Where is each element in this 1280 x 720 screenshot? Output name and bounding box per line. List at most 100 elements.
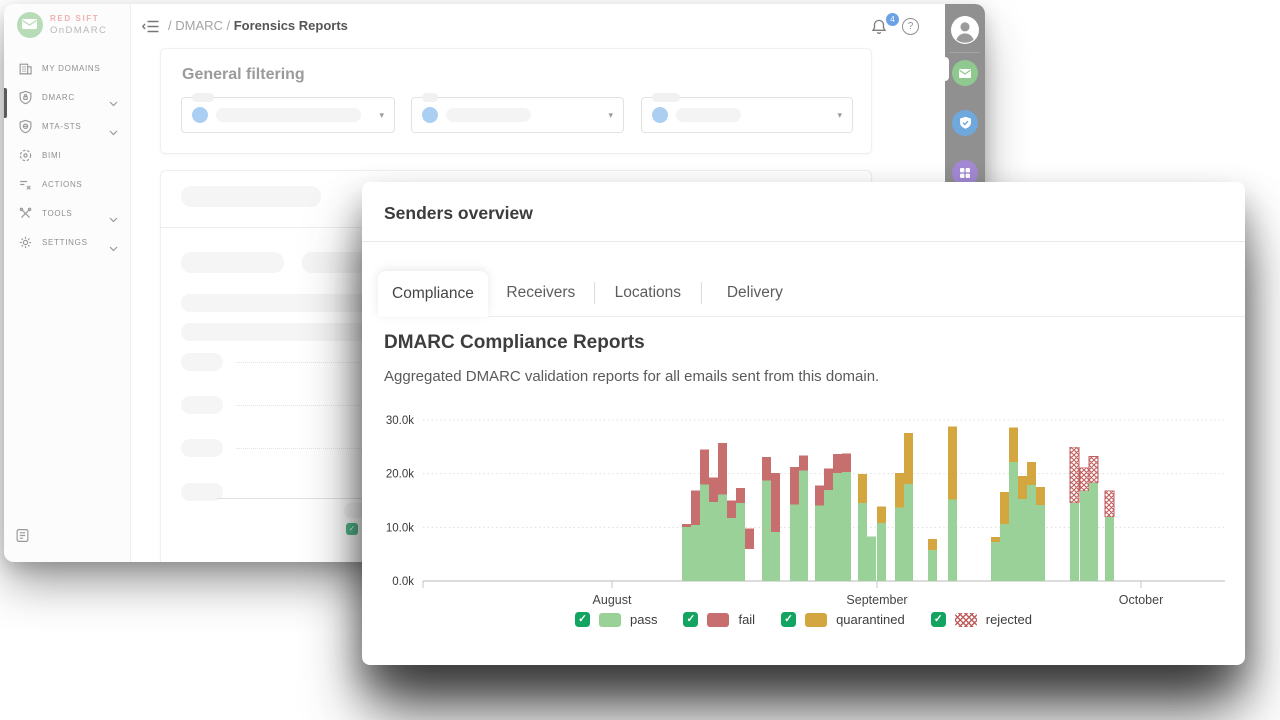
sidebar-collapse-icon[interactable] <box>141 20 159 38</box>
sidebar-item-mta-sts[interactable]: MTA-STS <box>4 112 130 141</box>
skeleton-label <box>652 93 680 102</box>
skeleton-cell <box>181 353 223 371</box>
sidebar-item-settings[interactable]: SETTINGS <box>4 228 130 257</box>
bar-segment-fail <box>833 453 842 474</box>
bar-segment-fail <box>727 500 736 519</box>
bar-segment-fail <box>745 528 754 549</box>
legend-item-quarantined: ✓ quarantined <box>781 612 905 627</box>
bar-segment-quarantined <box>1027 461 1036 485</box>
legend-item-fail: ✓ fail <box>683 612 755 627</box>
tab-separator <box>700 282 702 304</box>
sidebar-item-dmarc[interactable]: DMARC <box>4 83 130 112</box>
svg-text:August: August <box>593 593 632 607</box>
bar-segment-pass <box>709 502 718 581</box>
badge-icon <box>18 148 33 163</box>
bar-segment-pass <box>762 480 771 581</box>
sidebar-item-label: TOOLS <box>42 209 73 218</box>
bar-segment-fail <box>790 467 799 505</box>
bar-segment-pass <box>736 503 745 581</box>
bar-segment-quarantined <box>991 536 1000 542</box>
brand-bottom: OnDMARC <box>50 25 108 36</box>
chart-subtitle: Aggregated DMARC validation reports for … <box>384 368 880 385</box>
svg-text:0.0k: 0.0k <box>392 576 414 588</box>
tab-compliance[interactable]: Compliance <box>378 271 488 317</box>
bar-segment-quarantined <box>904 432 913 484</box>
skeleton-value <box>676 108 741 122</box>
bar-segment-pass <box>1036 504 1045 581</box>
legend-checkbox[interactable]: ✓ <box>683 612 699 627</box>
bar-segment-pass <box>682 526 691 581</box>
general-filtering-card: General filtering ▾ ▾ ▾ <box>160 48 872 154</box>
sidebar-nav: MY DOMAINS DMARC MTA-STS BIMI ACTIONS TOOLS SE… <box>4 54 130 257</box>
dmarc-compliance-chart: 0.0k 10.0k 20.0k 30.0k August September Octobe… <box>386 415 1225 607</box>
chevron-down-icon: ▾ <box>837 110 842 120</box>
filter-select-3[interactable]: ▾ <box>641 93 853 133</box>
bell-icon <box>871 19 887 35</box>
tools-icon <box>18 206 33 221</box>
sidebar-item-tools[interactable]: TOOLS <box>4 199 130 228</box>
svg-text:October: October <box>1119 593 1163 607</box>
bar-segment-fail <box>709 477 718 503</box>
sidebar-item-label: DMARC <box>42 93 75 102</box>
divider <box>950 52 980 53</box>
breadcrumb-prefix[interactable]: / DMARC / <box>168 18 234 33</box>
chevron-down-icon: ▾ <box>379 110 384 120</box>
filter-avatar-dot <box>422 107 438 123</box>
chevron-down-icon: ▾ <box>608 110 613 120</box>
chevron-down-icon <box>109 239 118 257</box>
notifications-button[interactable]: 4 <box>870 13 899 41</box>
legend-checkbox-behind[interactable]: ✓ <box>346 523 358 535</box>
sidebar-item-label: BIMI <box>42 151 62 160</box>
bar-segment-pass <box>948 499 957 581</box>
breadcrumb-current: Forensics Reports <box>233 18 348 33</box>
skeleton-title <box>181 186 321 207</box>
bar-segment-pass <box>1105 516 1114 581</box>
shield-check-product-icon[interactable] <box>952 110 978 136</box>
sidebar-item-my-domains[interactable]: MY DOMAINS <box>4 54 130 83</box>
skeleton-label <box>422 93 438 102</box>
legend-checkbox[interactable]: ✓ <box>574 612 590 627</box>
active-nav-indicator <box>4 88 7 118</box>
sidebar-item-label: MY DOMAINS <box>42 64 101 73</box>
chevron-down-icon <box>109 210 118 228</box>
legend-swatch-pass <box>598 612 621 627</box>
bar-segment-rejected <box>1104 490 1115 517</box>
filter-card-title: General filtering <box>182 66 305 83</box>
legend-checkbox[interactable]: ✓ <box>781 612 797 627</box>
senders-overview-modal: Senders overview Compliance Receivers Loca… <box>362 182 1245 665</box>
sidebar-item-bimi[interactable]: BIMI <box>4 141 130 170</box>
bar-segment-fail <box>799 455 808 471</box>
help-icon[interactable]: ? <box>902 18 919 35</box>
bar-segment-pass <box>815 505 824 581</box>
logo[interactable]: RED SIFT OnDMARC <box>17 12 107 38</box>
skeleton-cell <box>181 439 223 457</box>
skeleton-cell <box>181 483 223 501</box>
bar-segment-pass <box>771 532 780 581</box>
purple-product-icon[interactable] <box>952 160 978 186</box>
legend-checkbox[interactable]: ✓ <box>930 612 946 627</box>
legend-label: quarantined <box>836 612 905 627</box>
bar-segment-fail <box>824 468 833 490</box>
bar-segment-quarantined <box>1000 491 1009 525</box>
sidebar-item-actions[interactable]: ACTIONS <box>4 170 130 199</box>
svg-text:September: September <box>846 593 907 607</box>
legend-label: rejected <box>985 612 1032 627</box>
ondmarc-product-icon[interactable] <box>952 60 978 86</box>
document-icon[interactable] <box>15 528 30 548</box>
tab-locations[interactable]: Locations <box>614 284 682 301</box>
filter-avatar-dot <box>652 107 668 123</box>
avatar[interactable] <box>951 16 979 44</box>
sidebar-item-label: ACTIONS <box>42 180 83 189</box>
modal-header: Senders overview <box>362 182 1245 242</box>
bar-segment-pass <box>1089 482 1098 581</box>
skeleton-cell <box>181 396 223 414</box>
svg-text:10.0k: 10.0k <box>386 522 414 534</box>
chevron-down-icon <box>109 123 118 141</box>
filter-select-1[interactable]: ▾ <box>181 93 395 133</box>
tab-delivery[interactable]: Delivery <box>726 284 783 301</box>
bar-segment-pass <box>1070 502 1079 581</box>
legend-label: pass <box>629 612 658 627</box>
tab-receivers[interactable]: Receivers <box>506 284 576 301</box>
filter-select-2[interactable]: ▾ <box>411 93 624 133</box>
legend-swatch-rejected <box>954 612 977 627</box>
